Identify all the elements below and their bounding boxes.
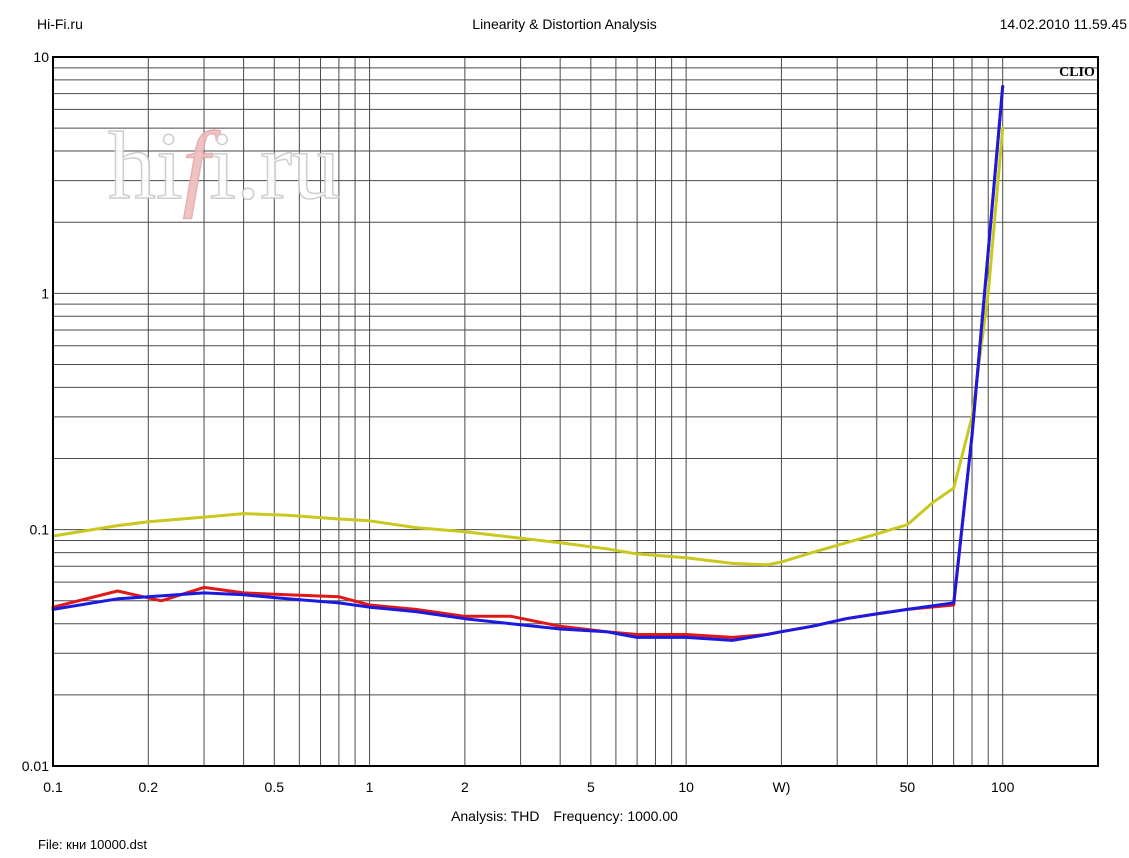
y-tick-label: 0.1 — [30, 522, 50, 538]
x-tick-label: 0.5 — [265, 779, 285, 795]
x-tick-label: 0.1 — [43, 779, 63, 795]
frequency-label: Frequency: 1000.00 — [553, 808, 678, 824]
series-line-1 — [51, 126, 1005, 567]
series-line-3 — [51, 85, 1005, 642]
y-tick-label: 1 — [41, 285, 49, 301]
series-lines — [51, 85, 1005, 642]
y-tick-label: 0.01 — [22, 758, 49, 774]
tick-labels: 0.1 0.2 0.5 1 2 5 10 W) 50 100 10 1 0.1 0.01 — [22, 49, 1015, 795]
hifi-watermark: hifi.ru — [107, 111, 340, 220]
y-tick-label: 10 — [33, 49, 49, 65]
file-label: File: кни 10000.dst — [38, 837, 148, 852]
x-tick-label: 2 — [461, 779, 469, 795]
x-tick-label: 1 — [366, 779, 374, 795]
x-tick-label: 5 — [587, 779, 595, 795]
svg-text:hifi.ru: hifi.ru — [108, 112, 340, 219]
x-tick-label: 100 — [991, 779, 1015, 795]
plot-frame — [52, 56, 1099, 767]
clio-logo: CLIO — [1059, 65, 1095, 80]
x-tick-label: 10 — [678, 779, 694, 795]
x-tick-label: 0.2 — [139, 779, 159, 795]
watermark-iru: i.ru — [209, 112, 340, 219]
timestamp: 14.02.2010 11.59.45 — [999, 16, 1127, 32]
watermark-hi: hi — [108, 112, 183, 219]
analysis-info: Analysis: THD Frequency: 1000.00 — [0, 808, 1129, 824]
x-tick-label: W) — [772, 779, 790, 795]
x-tick-label: 50 — [900, 779, 916, 795]
chart-title: Linearity & Distortion Analysis — [472, 16, 657, 32]
analysis-label: Analysis: THD — [451, 808, 540, 824]
brand-label: Hi-Fi.ru — [37, 16, 83, 32]
